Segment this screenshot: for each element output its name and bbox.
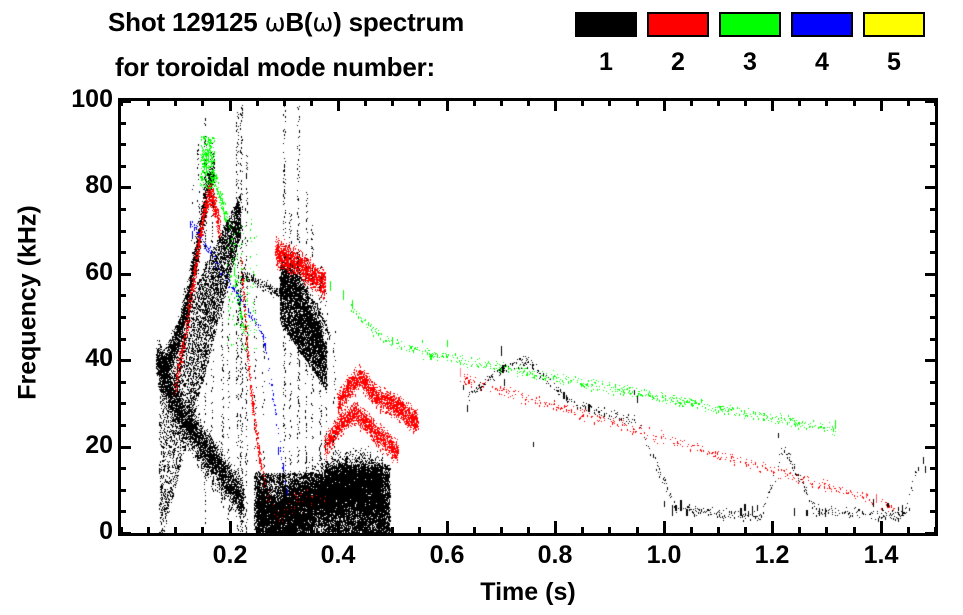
- figure-header: Shot 129125 ωB(ω) spectrum for toroidal …: [0, 0, 963, 96]
- legend-label-5: 5: [887, 48, 901, 76]
- legend-item-5: 5: [863, 12, 925, 92]
- legend: 1 2 3 4 5: [575, 12, 955, 92]
- y-tick-label-20: 20: [85, 431, 113, 459]
- x-tick-label-0.8: 0.8: [537, 541, 573, 569]
- legend-swatch-5: [863, 12, 925, 37]
- title-shot-text: Shot 129125: [108, 7, 265, 37]
- figure-title-line-2: for toroidal mode number:: [115, 52, 436, 82]
- x-axis-line: [118, 533, 938, 536]
- y-tick-label-0: 0: [99, 517, 113, 545]
- spectrogram-canvas: [121, 101, 935, 533]
- legend-label-4: 4: [815, 48, 829, 76]
- legend-swatch-2: [647, 12, 709, 37]
- x-tick-label-0.4: 0.4: [320, 541, 356, 569]
- title-spectrum-text: ) spectrum: [333, 7, 465, 37]
- legend-label-3: 3: [743, 48, 757, 76]
- x-axis-title: Time (s): [480, 578, 576, 606]
- omega-symbol-1: ω: [264, 8, 286, 37]
- x-tick-label-1.2: 1.2: [754, 541, 790, 569]
- legend-swatch-4: [791, 12, 853, 37]
- legend-item-4: 4: [791, 12, 853, 92]
- y-tick-label-100: 100: [71, 85, 113, 113]
- legend-swatch-1: [575, 12, 637, 37]
- legend-swatch-3: [719, 12, 781, 37]
- legend-item-1: 1: [575, 12, 637, 92]
- y-tick-label-60: 60: [85, 258, 113, 286]
- legend-label-1: 1: [599, 48, 613, 76]
- x-tick-label-0.6: 0.6: [429, 541, 465, 569]
- y-axis-title: Frequency (kHz): [13, 205, 42, 400]
- y-tick-label-80: 80: [85, 171, 113, 199]
- x-tick-label-0.2: 0.2: [212, 541, 248, 569]
- x-tick-label-1.0: 1.0: [646, 541, 682, 569]
- y-tick-label-40: 40: [85, 344, 113, 372]
- y-tick-labels: 0 20 40 60 80 100: [0, 85, 113, 545]
- x-tick-labels: 0.2 0.4 0.6 0.8 1.0 1.2 1.4: [121, 541, 935, 575]
- legend-label-2: 2: [671, 48, 685, 76]
- omega-symbol-2: ω: [312, 8, 334, 37]
- legend-item-2: 2: [647, 12, 709, 92]
- legend-item-3: 3: [719, 12, 781, 92]
- x-tick-label-1.4: 1.4: [863, 541, 899, 569]
- plot-area: [121, 101, 935, 533]
- title-b-text: B(: [285, 7, 313, 37]
- right-axis-line: [935, 98, 938, 536]
- figure-title-line-1: Shot 129125 ωB(ω) spectrum: [108, 7, 464, 38]
